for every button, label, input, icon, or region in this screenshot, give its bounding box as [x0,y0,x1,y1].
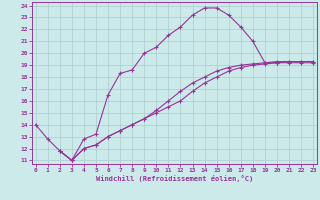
X-axis label: Windchill (Refroidissement éolien,°C): Windchill (Refroidissement éolien,°C) [96,175,253,182]
